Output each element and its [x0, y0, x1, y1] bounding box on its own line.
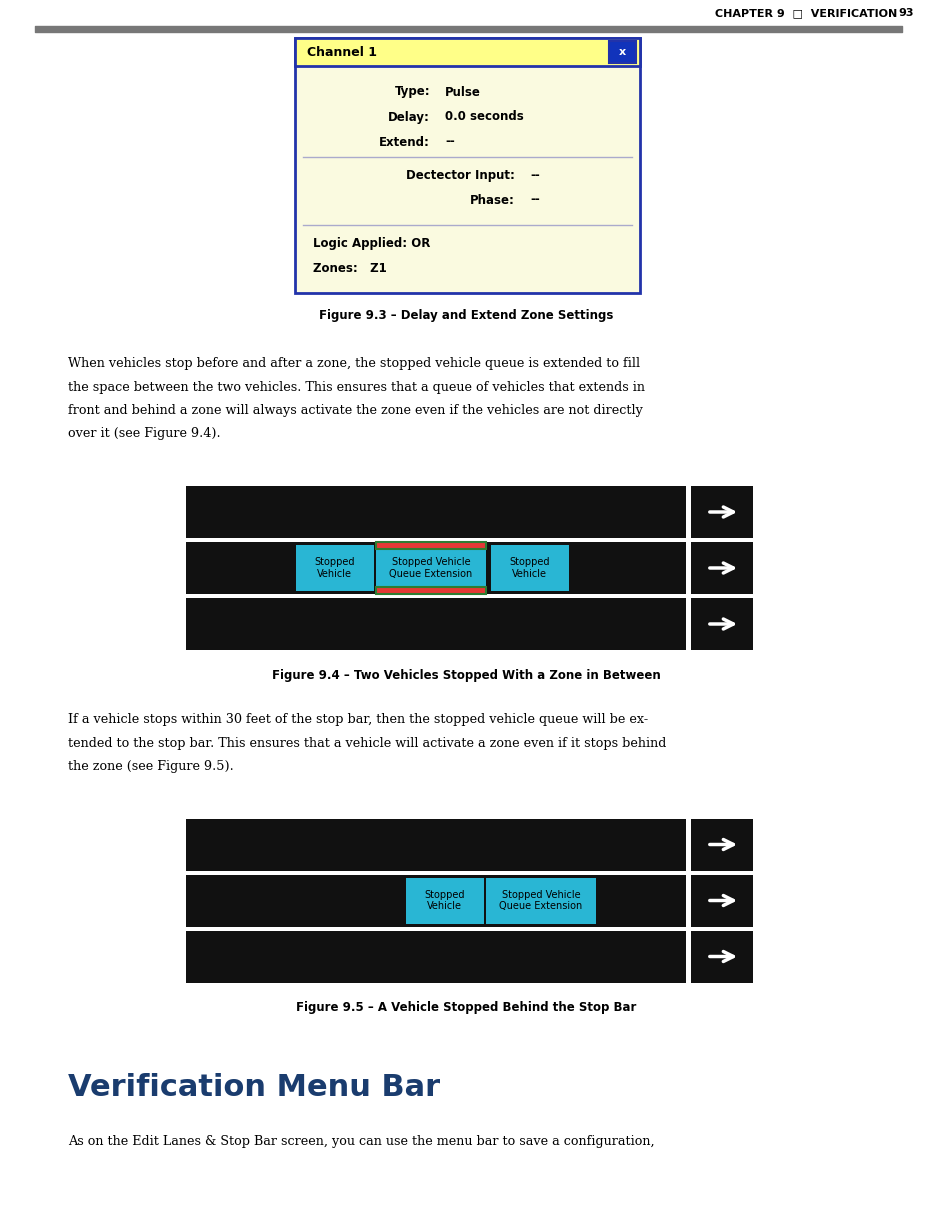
Text: CHAPTER 9  □  VERIFICATION: CHAPTER 9 □ VERIFICATION	[715, 9, 897, 18]
Bar	[491, 545, 569, 591]
Text: Dectector Input:: Dectector Input:	[406, 168, 515, 181]
Bar	[376, 542, 486, 549]
Text: --: --	[445, 135, 455, 148]
Text: over it (see Figure 9.4).: over it (see Figure 9.4).	[68, 427, 221, 441]
Text: Extend:: Extend:	[379, 135, 430, 148]
Bar	[691, 542, 753, 594]
Bar	[186, 598, 686, 650]
Text: x: x	[619, 47, 626, 57]
Bar	[295, 38, 640, 66]
Text: As on the Edit Lanes & Stop Bar screen, you can use the menu bar to save a confi: As on the Edit Lanes & Stop Bar screen, …	[68, 1134, 654, 1148]
Text: Type:: Type:	[394, 85, 430, 99]
Text: --: --	[530, 168, 540, 181]
Text: Verification Menu Bar: Verification Menu Bar	[68, 1072, 440, 1101]
Text: Figure 9.5 – A Vehicle Stopped Behind the Stop Bar: Figure 9.5 – A Vehicle Stopped Behind th…	[295, 1002, 637, 1014]
Bar	[691, 819, 753, 870]
Bar	[186, 931, 686, 982]
Bar	[186, 875, 686, 926]
Bar	[691, 598, 753, 650]
Text: Delay:: Delay:	[388, 111, 430, 123]
Bar	[296, 545, 374, 591]
Text: Pulse: Pulse	[445, 85, 481, 99]
Text: When vehicles stop before and after a zone, the stopped vehicle queue is extende: When vehicles stop before and after a zo…	[68, 357, 640, 370]
Text: the zone (see Figure 9.5).: the zone (see Figure 9.5).	[68, 759, 234, 773]
Bar	[691, 486, 753, 538]
Text: tended to the stop bar. This ensures that a vehicle will activate a zone even if: tended to the stop bar. This ensures tha…	[68, 736, 666, 750]
Bar	[486, 877, 596, 924]
Bar	[376, 587, 486, 594]
Text: Figure 9.3 – Delay and Extend Zone Settings: Figure 9.3 – Delay and Extend Zone Setti…	[319, 308, 613, 321]
Text: Phase:: Phase:	[470, 194, 515, 207]
Text: Channel 1: Channel 1	[307, 45, 377, 58]
Bar	[406, 877, 484, 924]
Bar	[376, 545, 486, 591]
Bar	[691, 931, 753, 982]
Text: --: --	[530, 194, 540, 207]
Text: Stopped
Vehicle: Stopped Vehicle	[424, 890, 465, 912]
Bar	[186, 542, 686, 594]
Text: 93: 93	[898, 9, 914, 18]
Bar	[295, 38, 640, 293]
Text: the space between the two vehicles. This ensures that a queue of vehicles that e: the space between the two vehicles. This…	[68, 381, 645, 393]
Bar	[691, 875, 753, 926]
Text: 0.0 seconds: 0.0 seconds	[445, 111, 524, 123]
Bar	[609, 41, 636, 63]
Text: Zones:   Z1: Zones: Z1	[313, 262, 387, 275]
Text: front and behind a zone will always activate the zone even if the vehicles are n: front and behind a zone will always acti…	[68, 404, 643, 417]
Text: Stopped Vehicle
Queue Extension: Stopped Vehicle Queue Extension	[500, 890, 582, 912]
Text: Stopped Vehicle
Queue Extension: Stopped Vehicle Queue Extension	[390, 557, 473, 579]
Text: Stopped
Vehicle: Stopped Vehicle	[510, 557, 550, 579]
Text: Figure 9.4 – Two Vehicles Stopped With a Zone in Between: Figure 9.4 – Two Vehicles Stopped With a…	[271, 668, 661, 682]
Bar	[186, 486, 686, 538]
Text: Stopped
Vehicle: Stopped Vehicle	[314, 557, 355, 579]
Text: Logic Applied: OR: Logic Applied: OR	[313, 236, 431, 249]
Text: If a vehicle stops within 30 feet of the stop bar, then the stopped vehicle queu: If a vehicle stops within 30 feet of the…	[68, 713, 648, 727]
Bar	[186, 819, 686, 870]
